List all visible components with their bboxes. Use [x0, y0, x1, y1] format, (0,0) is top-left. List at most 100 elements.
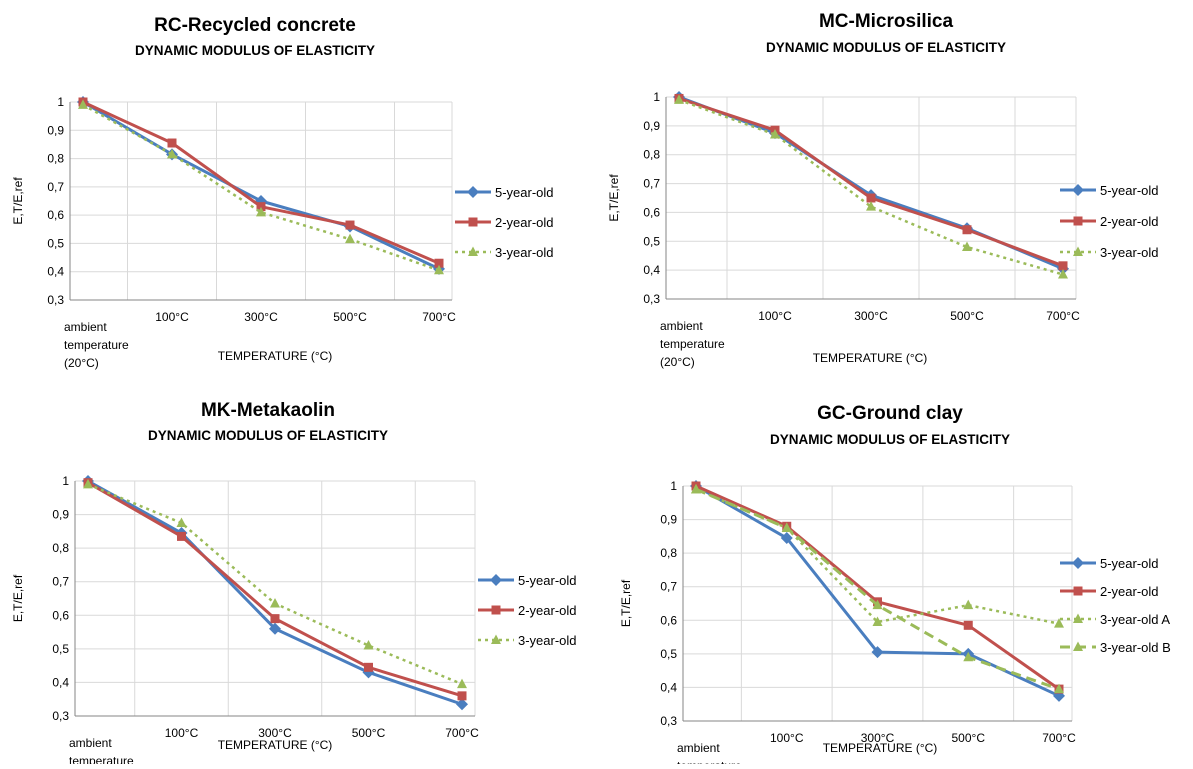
x-tick-label: 700°C	[422, 310, 456, 324]
x-axis-label: TEMPERATURE (°C)	[218, 349, 333, 363]
legend-marker	[1072, 184, 1084, 196]
y-tick-label: 0,7	[643, 177, 660, 191]
data-point	[963, 651, 974, 662]
series-line-3	[82, 103, 440, 272]
legend-marker	[490, 574, 502, 586]
y-tick-label: 0,4	[47, 265, 64, 279]
chart-panel-1: RC-Recycled concrete DYNAMIC MODULUS OF E…	[11, 15, 554, 370]
y-tick-label: 0,7	[660, 580, 677, 594]
y-tick-label: 0,6	[660, 613, 677, 627]
data-point	[270, 598, 280, 608]
data-point	[866, 193, 876, 203]
y-tick-label: 0,8	[52, 541, 69, 555]
data-point	[963, 620, 973, 630]
legend-entry: 5-year-old	[1100, 183, 1159, 198]
legend-marker	[491, 605, 501, 615]
x-tick-label: 100°C	[155, 310, 189, 324]
x-tick-label: 500°C	[950, 309, 984, 323]
y-axis-label: E,T/E,ref	[11, 177, 25, 225]
y-tick-label: 0,8	[47, 152, 64, 166]
y-axis-label: E,T/E,ref	[11, 574, 25, 622]
data-point	[345, 233, 355, 244]
legend-marker	[1073, 216, 1083, 226]
data-point	[78, 99, 88, 109]
data-point	[872, 599, 883, 610]
x-tick-label: 500°C	[333, 310, 367, 324]
y-tick-label: 0,3	[52, 709, 69, 723]
x-tick-label: 300°C	[258, 726, 292, 740]
data-point	[176, 517, 187, 527]
legend-marker	[1073, 246, 1083, 256]
x-tick-label: 500°C	[952, 731, 986, 745]
y-axis-label: E,T/E,ref	[619, 579, 633, 627]
x-tick-label: 300°C	[244, 310, 278, 324]
chart-subtitle: DYNAMIC MODULUS OF ELASTICITY	[766, 40, 1006, 55]
data-point	[1058, 268, 1068, 279]
data-point	[364, 662, 373, 672]
y-tick-label: 0,7	[47, 180, 64, 194]
x-axis-label: TEMPERATURE (°C)	[823, 741, 938, 755]
legend-entry: 2-year-old	[1100, 214, 1159, 229]
chart-subtitle: DYNAMIC MODULUS OF ELASTICITY	[135, 43, 375, 58]
data-point	[434, 258, 444, 268]
data-point	[177, 531, 186, 541]
y-tick-label: 0,6	[47, 208, 64, 222]
y-tick-label: 0,8	[660, 546, 677, 560]
legend-marker	[1072, 557, 1084, 569]
legend-entry: 5-year-old	[495, 185, 554, 200]
y-tick-label: 0,5	[47, 236, 64, 250]
data-point	[962, 225, 972, 235]
data-point	[363, 640, 374, 650]
chart-panel-4: GC-Ground clay DYNAMIC MODULUS OF ELASTIC…	[619, 403, 1171, 769]
data-point	[1054, 683, 1064, 694]
legend-entry: 3-year-old B	[1100, 640, 1171, 655]
data-point	[1058, 261, 1068, 271]
y-axis-label: E,T/E,ref	[607, 174, 621, 222]
legend-marker	[467, 186, 479, 198]
chart-title: MC-Microsilica	[819, 11, 954, 32]
x-tick-label: 700°C	[1042, 731, 1076, 745]
y-tick-label: 1	[57, 95, 64, 109]
legend-entry: 2-year-old	[1100, 584, 1159, 599]
y-tick-label: 0,3	[643, 292, 660, 306]
x-tick-label: 300°C	[854, 309, 888, 323]
chart-panel-2: MC-Microsilica DYNAMIC MODULUS OF ELASTIC…	[607, 11, 1159, 369]
y-tick-label: 0,4	[660, 680, 677, 694]
data-point	[962, 241, 972, 252]
series-line-2	[678, 97, 1064, 268]
y-tick-label: 0,3	[47, 293, 64, 307]
y-tick-label: 0,7	[52, 575, 69, 589]
legend-marker	[1073, 613, 1083, 623]
data-point	[167, 148, 177, 159]
legend-entry: 5-year-old	[1100, 556, 1159, 571]
chart-title: MK-Metakaolin	[201, 400, 335, 421]
x-tick-label: 700°C	[1046, 309, 1080, 323]
chart-title: RC-Recycled concrete	[154, 15, 356, 36]
x-tick-label: 500°C	[352, 726, 386, 740]
x-tick-label: 700°C	[445, 726, 479, 740]
y-tick-label: 0,6	[52, 608, 69, 622]
y-tick-label: 0,5	[52, 642, 69, 656]
data-point	[963, 599, 974, 610]
series-line-2	[82, 100, 440, 265]
chart-subtitle: DYNAMIC MODULUS OF ELASTICITY	[148, 428, 388, 443]
data-point	[1054, 618, 1064, 628]
y-tick-label: 0,9	[52, 508, 69, 522]
legend-marker	[1073, 641, 1083, 651]
data-point	[866, 201, 876, 211]
y-tick-label: 0,6	[643, 205, 660, 219]
y-tick-label: 1	[670, 479, 677, 493]
legend-entry: 2-year-old	[495, 215, 554, 230]
y-tick-label: 1	[653, 90, 660, 104]
data-point	[780, 532, 793, 545]
data-point	[770, 129, 780, 139]
x-axis-label: TEMPERATURE (°C)	[813, 351, 928, 365]
x-tick-label: 100°C	[758, 309, 792, 323]
data-point	[457, 691, 467, 701]
y-tick-label: 0,3	[660, 714, 677, 728]
data-point	[256, 202, 266, 212]
data-point	[674, 94, 684, 104]
